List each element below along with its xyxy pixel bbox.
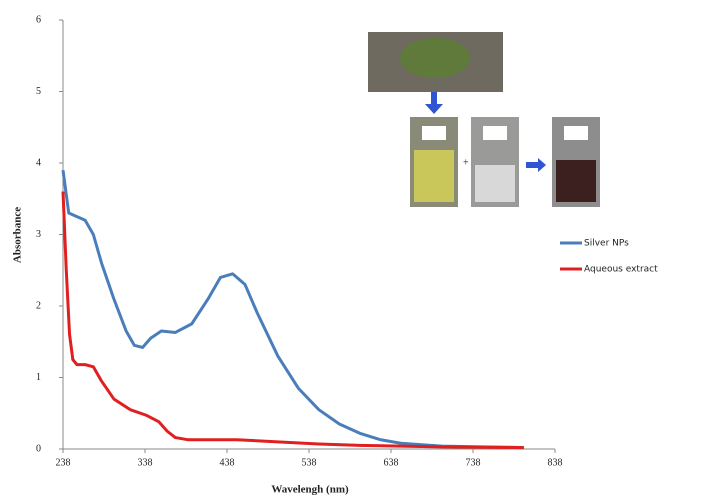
series-line <box>63 170 524 447</box>
x-tick-label: 238 <box>56 457 71 468</box>
x-tick-label: 638 <box>384 457 399 468</box>
x-tick-label: 338 <box>138 457 153 468</box>
y-tick-label: 1 <box>36 372 41 383</box>
x-tick-label: 438 <box>220 457 235 468</box>
y-tick-label: 2 <box>36 300 41 311</box>
legend-label: Aqueous extract <box>584 265 658 275</box>
y-tick-label: 4 <box>36 157 41 168</box>
y-tick-label: 0 <box>36 443 41 454</box>
inset-photos: + <box>368 32 600 207</box>
y-axis-title: Absorbance <box>12 207 24 263</box>
x-tick-label: 538 <box>302 457 317 468</box>
series-line <box>63 192 524 448</box>
legend-label: Silver NPs <box>584 239 629 249</box>
svg-text:+: + <box>463 157 469 168</box>
chart: Wavelengh (nm) Absorbance + 0 1 2 3 4 5 6 238 33… <box>0 0 721 499</box>
y-tick-label: 3 <box>36 229 41 240</box>
y-tick-label: 6 <box>36 14 41 25</box>
x-tick-label: 738 <box>466 457 481 468</box>
y-tick-label: 5 <box>36 86 41 97</box>
x-tick-label: 838 <box>548 457 563 468</box>
x-axis-title: Wavelengh (nm) <box>271 484 349 496</box>
